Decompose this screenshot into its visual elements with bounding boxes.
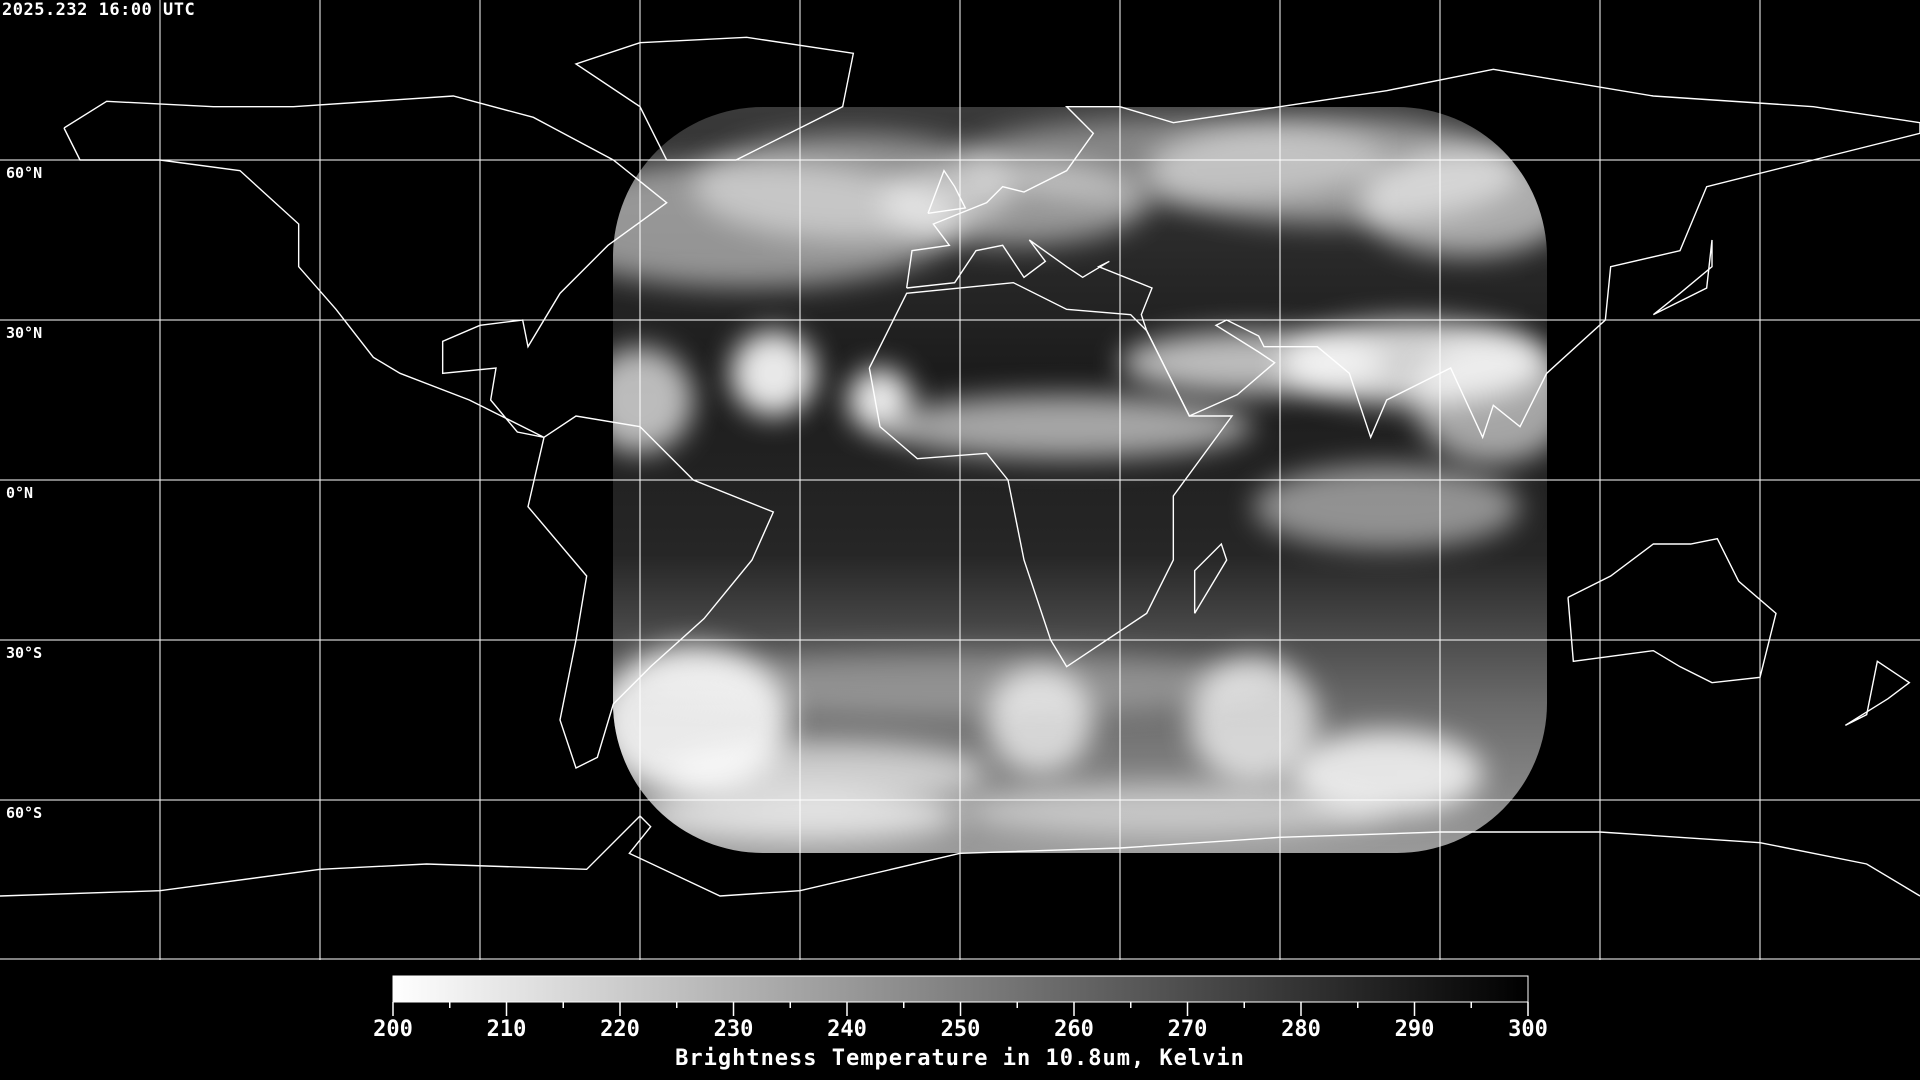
tick-label: 230: [714, 1017, 754, 1042]
coastline: [574, 36, 855, 161]
colorbar-gradient: [392, 975, 1529, 1003]
colorbar-label: Brightness Temperature in 10.8um, Kelvin: [675, 1046, 1245, 1071]
coastline: [63, 95, 668, 439]
coastline: [1193, 542, 1228, 614]
coastline: [905, 68, 1920, 440]
lat-label: 0°N: [6, 484, 34, 502]
colorbar: 200 210 220 230 240 250 260 270 280 290 300: [373, 975, 1548, 1042]
graticule: [0, 0, 1920, 960]
coastline: [1652, 239, 1713, 316]
coastlines: [0, 36, 1920, 897]
cloud-mass: [1253, 464, 1520, 550]
cloud-mass: [666, 741, 987, 806]
cloud-mass: [730, 330, 816, 416]
tick-label: 260: [1054, 1017, 1094, 1042]
coastline: [868, 281, 1234, 668]
tick-label: 290: [1395, 1017, 1435, 1042]
coastline: [0, 815, 1920, 897]
cloud-mass: [1360, 149, 1547, 256]
tick-label: 220: [600, 1017, 640, 1042]
coastline: [927, 169, 967, 215]
satellite-map: [0, 0, 1920, 960]
cloud-mass: [960, 784, 1387, 838]
coastline: [1567, 537, 1777, 684]
lat-label: 30°S: [6, 644, 43, 662]
coastline: [1844, 660, 1911, 726]
lat-label: 30°N: [6, 324, 43, 342]
timestamp: 2025.232 16:00 UTC: [2, 0, 196, 20]
tick-label: 200: [373, 1017, 413, 1042]
tick-label: 240: [827, 1017, 867, 1042]
tick-label: 280: [1281, 1017, 1321, 1042]
cloud-mass: [1413, 336, 1547, 464]
tick-label: 270: [1168, 1017, 1208, 1042]
tick-label: 250: [941, 1017, 981, 1042]
cloud-mass: [880, 394, 1254, 459]
tick-label: 210: [487, 1017, 527, 1042]
lat-label: 60°N: [6, 164, 43, 182]
coastline: [527, 415, 775, 769]
lat-label: 60°S: [6, 804, 43, 822]
tick-label: 300: [1508, 1017, 1548, 1042]
